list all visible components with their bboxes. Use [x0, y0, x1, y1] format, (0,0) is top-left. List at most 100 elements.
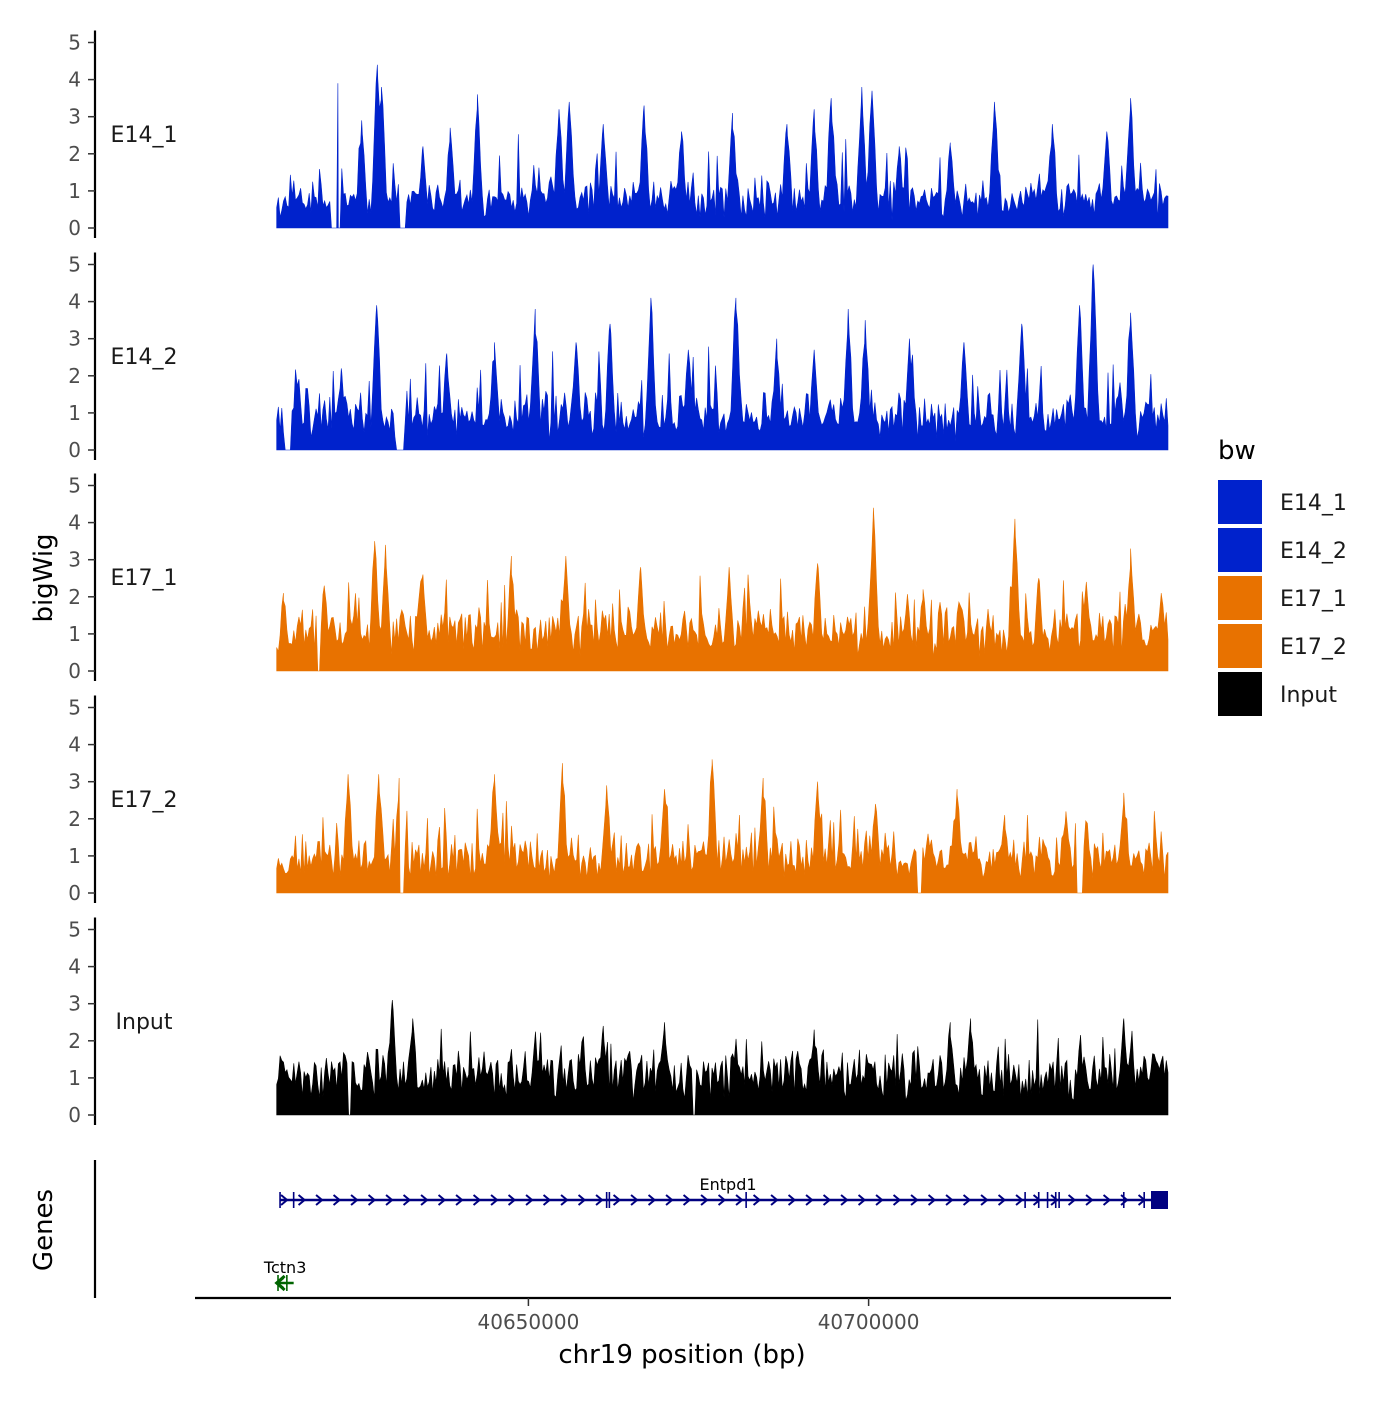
strand-chevron [297, 1194, 307, 1206]
strand-chevron [647, 1194, 657, 1206]
track-E14_1: 0 1 2 3 4 5 E14_1 [68, 30, 1169, 240]
exon-block [1150, 1191, 1168, 1209]
strand-chevron [560, 1194, 569, 1206]
track-label: E17_2 [111, 788, 178, 813]
legend-label: E17_1 [1280, 587, 1347, 612]
strand-chevron [332, 1194, 342, 1206]
strand-chevron [717, 1194, 727, 1206]
strand-chevron [752, 1194, 762, 1206]
strand-chevron [735, 1194, 744, 1206]
legend-swatch [1218, 528, 1262, 572]
y-tick-label: 0 [68, 216, 81, 240]
signal-area-Input [276, 999, 1169, 1116]
y-tick-label: 2 [68, 1029, 81, 1053]
y-tick-label: 5 [68, 696, 81, 720]
strand-chevron [542, 1194, 552, 1206]
y-tick-label: 1 [68, 1066, 81, 1090]
y-tick-label: 2 [68, 585, 81, 609]
x-axis: 40650000 40700000 [195, 1296, 1171, 1334]
strand-chevron [787, 1194, 797, 1206]
y-tick-label: 2 [68, 142, 81, 166]
track-E17_2: 0 1 2 3 4 5 E17_2 [68, 695, 1169, 905]
strand-chevron [274, 1274, 286, 1292]
y-axis-title-genes: Genes [29, 1189, 59, 1271]
strand-chevron [595, 1194, 604, 1206]
strand-chevron [1015, 1194, 1024, 1206]
strand-chevron [805, 1194, 814, 1206]
track-Input: 0 1 2 3 4 5 Input [68, 917, 1169, 1127]
strand-chevron [875, 1194, 884, 1206]
strand-chevron [927, 1194, 937, 1206]
strand-chevron [700, 1194, 709, 1206]
strand-chevron [455, 1194, 464, 1206]
x-tick-label: 40650000 [478, 1310, 580, 1334]
y-tick-label: 1 [68, 179, 81, 203]
strand-chevron [612, 1194, 622, 1206]
signal-area-E17_2 [276, 759, 1169, 894]
legend-swatch [1218, 480, 1262, 524]
strand-chevron [945, 1194, 954, 1206]
track-label: E14_2 [111, 345, 178, 370]
legend-title: bw [1218, 436, 1256, 466]
strand-chevron [770, 1194, 779, 1206]
strand-chevron [962, 1194, 972, 1206]
y-tick-label: 1 [68, 844, 81, 868]
y-tick-label: 5 [68, 31, 81, 55]
strand-chevron [1067, 1194, 1077, 1206]
y-tick-label: 2 [68, 807, 81, 831]
track-E14_2: 0 1 2 3 4 5 E14_2 [68, 252, 1169, 462]
legend: bw E14_1 E14_2 E17_1 E17_2 Input [1218, 436, 1347, 716]
legend-swatch [1218, 576, 1262, 620]
strand-chevron [437, 1194, 447, 1206]
strand-chevron [402, 1194, 412, 1206]
legend-swatch [1218, 672, 1262, 716]
gene-label: Entpd1 [700, 1175, 757, 1194]
strand-chevron [857, 1194, 867, 1206]
strand-chevron [892, 1194, 902, 1206]
x-axis-title: chr19 position (bp) [558, 1340, 805, 1370]
legend-entry-E17_2: E17_2 [1218, 624, 1347, 668]
legend-label: Input [1280, 683, 1337, 708]
signal-area-E14_2 [276, 264, 1169, 451]
y-tick-label: 4 [68, 511, 81, 535]
genes-layer: Entpd1 Tctn3 [93, 1160, 1168, 1298]
y-tick-label: 5 [68, 253, 81, 277]
track-E17_1: 0 1 2 3 4 5 E17_1 [68, 473, 1169, 683]
y-tick-label: 5 [68, 918, 81, 942]
legend-label: E14_1 [1280, 491, 1347, 516]
strand-chevron [1050, 1194, 1059, 1206]
signal-area-E14_1 [276, 64, 1169, 229]
track-label: E14_1 [111, 123, 178, 148]
track-label: Input [116, 1010, 173, 1035]
track-label: E17_1 [111, 566, 178, 591]
strand-chevron [630, 1194, 639, 1206]
y-tick-label: 2 [68, 364, 81, 388]
legend-label: E14_2 [1280, 539, 1347, 564]
y-tick-label: 3 [68, 327, 81, 351]
legend-entry-E17_1: E17_1 [1218, 576, 1347, 620]
strand-chevron [420, 1194, 429, 1206]
strand-chevron [315, 1194, 324, 1206]
strand-chevron [385, 1194, 394, 1206]
y-tick-label: 4 [68, 733, 81, 757]
legend-swatch [1218, 624, 1262, 668]
y-tick-label: 4 [68, 68, 81, 92]
tracks-layer: 0 1 2 3 4 5 E14_1 0 1 2 3 4 5 E14_2 0 1 2 3 4 5 E17_1 0 1 2 3 4 5 E… [68, 30, 1169, 1127]
y-axis-title-bigwig: bigWig [29, 533, 59, 622]
y-tick-label: 3 [68, 105, 81, 129]
strand-chevron [1032, 1194, 1042, 1206]
y-tick-label: 5 [68, 474, 81, 498]
y-tick-label: 0 [68, 881, 81, 905]
signal-area-E17_1 [276, 507, 1169, 672]
strand-chevron [525, 1194, 534, 1206]
y-tick-label: 0 [68, 1103, 81, 1127]
y-tick-label: 0 [68, 659, 81, 683]
y-tick-label: 3 [68, 770, 81, 794]
legend-entries: E14_1 E14_2 E17_1 E17_2 Input [1218, 480, 1347, 716]
legend-entry-Input: Input [1218, 672, 1337, 716]
legend-entry-E14_1: E14_1 [1218, 480, 1347, 524]
strand-chevron [507, 1194, 517, 1206]
strand-chevron [822, 1194, 832, 1206]
